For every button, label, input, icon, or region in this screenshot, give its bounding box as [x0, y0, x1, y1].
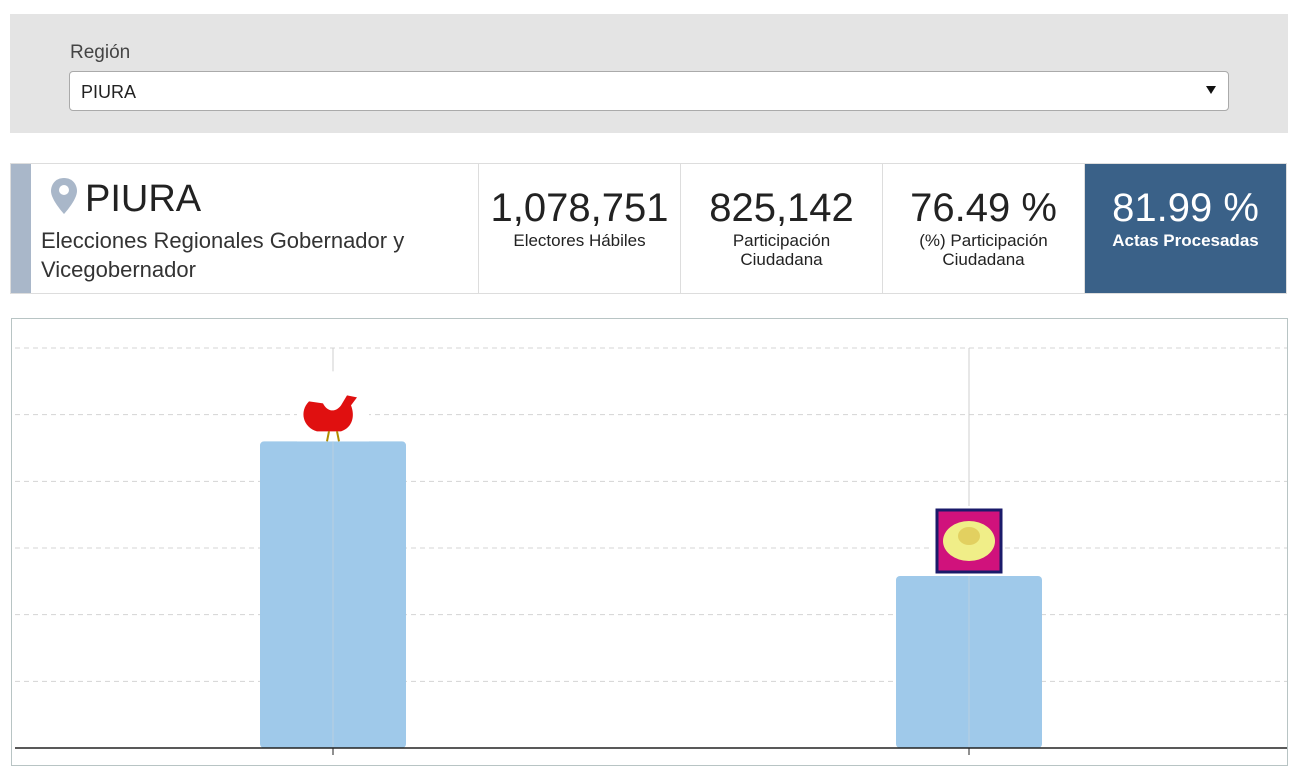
region-label: Región — [70, 42, 131, 63]
stat-cell: 76.49 % (%) Participación Ciudadana — [882, 164, 1084, 293]
hat-crown — [958, 527, 980, 545]
chart — [15, 347, 1287, 755]
pin-icon — [51, 178, 77, 214]
filter-panel: Región PIURA — [10, 14, 1288, 133]
stat-cell: 81.99 % Actas Procesadas — [1084, 164, 1286, 293]
stat-label: (%) Participación Ciudadana — [919, 231, 1048, 269]
stat-value: 81.99 % — [1112, 186, 1259, 230]
stat-value: 76.49 % — [910, 186, 1057, 230]
stat-cell: 825,142 Participación Ciudadana — [680, 164, 882, 293]
place-name: PIURA — [85, 178, 202, 220]
stat-value: 1,078,751 — [490, 186, 669, 230]
accent-bar — [11, 164, 31, 293]
summary-row: PIURA Elecciones Regionales Gobernador y… — [10, 163, 1287, 294]
chart-frame — [11, 318, 1288, 766]
election-name: Elecciones Regionales Gobernador y Viceg… — [41, 228, 405, 282]
rooster — [303, 395, 357, 432]
stat-value: 825,142 — [709, 186, 854, 230]
dropdown-arrow — [1206, 86, 1216, 94]
party-logo — [297, 371, 369, 442]
stat-label: Electores Hábiles — [513, 231, 646, 250]
stat-label: Participación Ciudadana — [732, 231, 831, 269]
region-selected: PIURA — [81, 82, 137, 102]
rooster-legs — [326, 431, 340, 442]
stat-label: Actas Procesadas — [1112, 231, 1259, 250]
party-logo — [933, 506, 1005, 576]
region-select[interactable]: PIURA — [69, 71, 1229, 111]
stat-cell: 1,078,751 Electores Hábiles — [478, 164, 680, 293]
